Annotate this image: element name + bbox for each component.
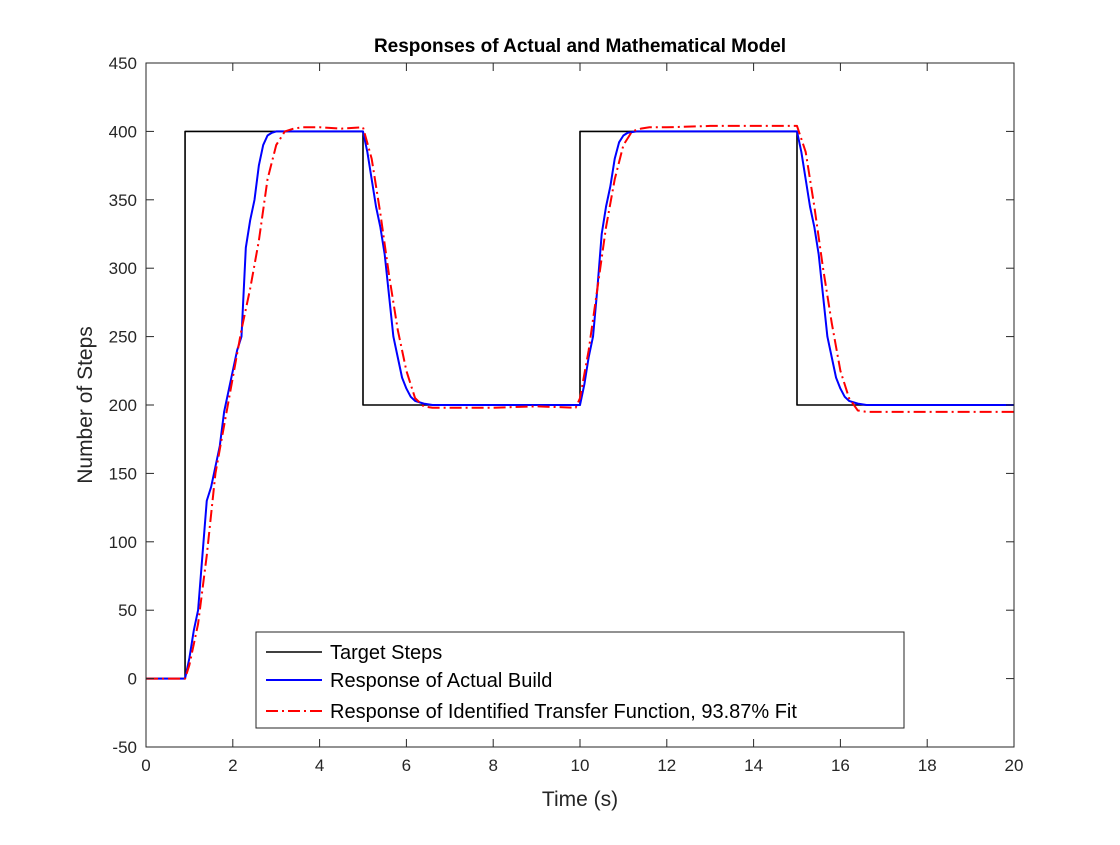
ticks-layer: 0 2 4 6 8 10 12 14 16 18 20-5005010015020025030035… <box>109 54 1024 775</box>
series-line-2 <box>146 124 1014 680</box>
y-axis-label: Number of Steps <box>74 326 97 484</box>
y-tick-label: 200 <box>109 396 137 415</box>
x-tick-label: 12 <box>657 756 676 775</box>
y-tick-label: 450 <box>109 54 137 73</box>
series-layer <box>146 124 1014 680</box>
chart-title: Responses of Actual and Mathematical Mod… <box>374 36 786 57</box>
x-tick-label: 20 <box>1005 756 1024 775</box>
y-tick-label: 350 <box>109 191 137 210</box>
x-tick-label: 0 <box>141 756 150 775</box>
x-tick-label: 8 <box>488 756 497 775</box>
legend: Target Steps Response of Actual Build Re… <box>255 631 905 729</box>
y-tick-label: 250 <box>109 328 137 347</box>
legend-box <box>255 631 905 729</box>
plot-frame <box>145 62 1015 748</box>
x-tick-label: 4 <box>315 756 324 775</box>
x-tick-label: 2 <box>228 756 237 775</box>
y-tick-label: -50 <box>112 738 137 757</box>
y-tick-label: 300 <box>109 259 137 278</box>
legend-label-actual-build: Response of Actual Build <box>330 670 552 692</box>
legend-label-transfer-function: Response of Identified Transfer Function… <box>330 701 797 723</box>
x-tick-label: 6 <box>402 756 411 775</box>
x-axis-label: Time (s) <box>542 788 618 811</box>
y-tick-label: 0 <box>128 670 137 689</box>
y-tick-label: 100 <box>109 533 137 552</box>
y-tick-label: 400 <box>109 122 137 141</box>
y-tick-label: 150 <box>109 464 137 483</box>
x-tick-label: 14 <box>744 756 763 775</box>
x-tick-label: 10 <box>571 756 590 775</box>
x-tick-label: 18 <box>918 756 937 775</box>
x-tick-label: 16 <box>831 756 850 775</box>
legend-label-target-steps: Target Steps <box>330 642 442 664</box>
y-tick-label: 50 <box>118 601 137 620</box>
